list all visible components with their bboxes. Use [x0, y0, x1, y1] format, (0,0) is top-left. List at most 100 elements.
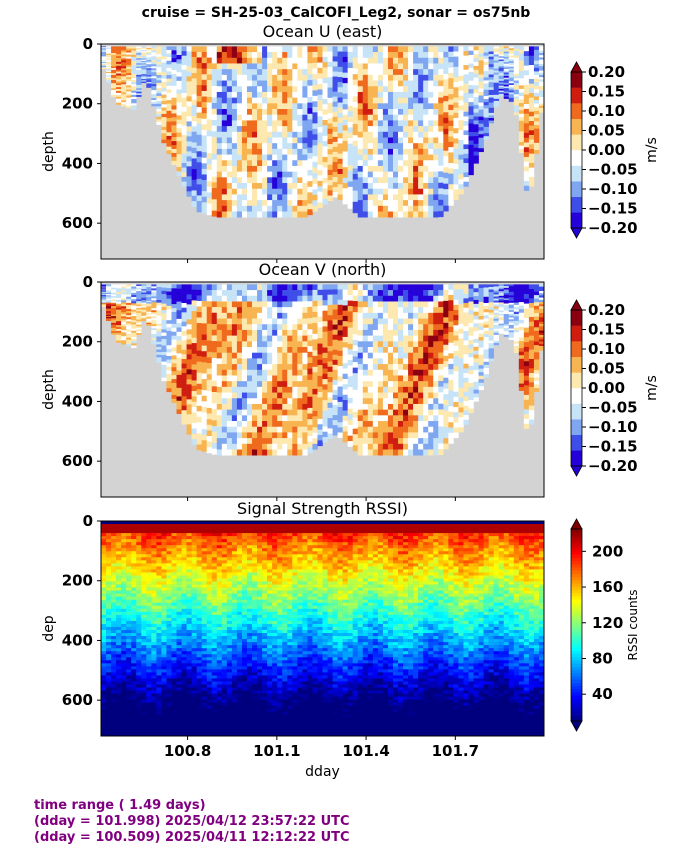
heatmap-cell	[387, 352, 394, 359]
heatmap-cell	[277, 46, 283, 53]
heatmap-cell	[231, 109, 238, 116]
heatmap-cell	[277, 91, 283, 98]
heatmap-cell	[332, 339, 338, 346]
heatmap-cell	[362, 324, 369, 331]
heatmap-cell	[181, 289, 187, 295]
heatmap-cell	[246, 177, 253, 184]
heatmap-cell	[367, 205, 374, 212]
heatmap-cell	[121, 300, 127, 303]
heatmap-cell	[372, 438, 379, 445]
heatmap-cell	[166, 341, 172, 346]
heatmap-cell	[171, 383, 177, 388]
heatmap-cell	[196, 444, 202, 451]
heatmap-cell	[382, 415, 389, 422]
heatmap-cell	[236, 369, 243, 376]
heatmap-cell	[337, 396, 343, 403]
heatmap-cell	[201, 57, 208, 64]
heatmap-cell	[438, 142, 444, 149]
heatmap-cell	[428, 358, 434, 365]
heatmap-cell	[111, 329, 117, 332]
heatmap-cell	[146, 62, 152, 65]
heatmap-cell	[418, 52, 424, 59]
heatmap-cell	[398, 114, 404, 121]
heatmap-cell	[503, 60, 510, 63]
heatmap-cell	[473, 296, 479, 301]
heatmap-cell	[121, 92, 127, 95]
heatmap-cell	[121, 66, 127, 69]
heatmap-cell	[387, 358, 394, 365]
heatmap-cell	[196, 79, 202, 86]
heatmap-cell	[126, 306, 132, 310]
heatmap-cell	[357, 443, 364, 450]
heatmap-cell	[141, 73, 147, 75]
heatmap-cell	[423, 438, 429, 445]
heatmap-cell	[252, 426, 258, 433]
heatmap-cell	[428, 165, 434, 172]
heatmap-cell	[292, 177, 298, 184]
heatmap-cell	[423, 449, 429, 456]
heatmap-cell	[241, 421, 248, 428]
heatmap-cell	[312, 101, 318, 108]
colorbar-tick-label: −0.05	[588, 161, 638, 179]
heatmap-cell	[166, 330, 172, 335]
heatmap-cell	[151, 320, 157, 323]
heatmap-cell	[171, 296, 177, 301]
heatmap-cell	[126, 294, 132, 297]
heatmap-cell	[262, 148, 268, 155]
heatmap-cell	[357, 324, 364, 331]
heatmap-cell	[151, 326, 157, 329]
heatmap-cell	[312, 128, 318, 135]
heatmap-cell	[317, 338, 323, 344]
heatmap-cell	[317, 408, 323, 414]
heatmap-cell	[453, 153, 459, 160]
heatmap-cell	[257, 443, 263, 450]
heatmap-cell	[111, 64, 117, 67]
heatmap-cell	[448, 416, 454, 423]
heatmap-cell	[443, 394, 449, 401]
heatmap-cell	[292, 57, 298, 64]
heatmap-cell	[126, 54, 132, 57]
heatmap-cell	[141, 58, 147, 61]
heatmap-cell	[352, 179, 359, 186]
heatmap-cell	[297, 347, 303, 354]
heatmap-cell	[327, 289, 333, 295]
heatmap-cell	[241, 392, 248, 399]
heatmap-cell	[126, 89, 132, 92]
heatmap-cell	[246, 114, 253, 121]
heatmap-cell	[282, 160, 288, 167]
heatmap-cell	[438, 194, 444, 201]
heatmap-cell	[488, 112, 494, 116]
heatmap-cell	[317, 62, 323, 69]
heatmap-cell	[438, 57, 444, 64]
heatmap-cell	[458, 343, 464, 349]
heatmap-cell	[377, 335, 384, 342]
heatmap-cell	[277, 80, 283, 87]
heatmap-cell	[483, 284, 489, 288]
heatmap-cell	[503, 75, 510, 78]
heatmap-cell	[342, 109, 348, 115]
heatmap-cell	[453, 138, 459, 144]
heatmap-cell	[111, 292, 117, 295]
heatmap-cell	[357, 307, 364, 314]
heatmap-cell	[211, 284, 218, 291]
heatmap-cell	[418, 386, 424, 393]
heatmap-cell	[302, 205, 308, 212]
heatmap-cell	[423, 120, 429, 127]
heatmap-cell	[342, 300, 348, 306]
heatmap-cell	[267, 183, 273, 190]
heatmap-cell	[428, 392, 434, 399]
heatmap-cell	[433, 369, 439, 376]
heatmap-cell	[528, 162, 535, 168]
heatmap-cell	[181, 55, 187, 61]
heatmap-cell	[216, 307, 223, 314]
heatmap-cell	[403, 97, 409, 104]
heatmap-cell	[458, 95, 464, 101]
heatmap-cell	[262, 347, 268, 354]
heatmap-cell	[357, 177, 364, 184]
heatmap-cell	[392, 329, 399, 336]
heatmap-cell	[282, 137, 288, 144]
heatmap-cell	[257, 341, 263, 348]
heatmap-cell	[367, 188, 374, 195]
heatmap-cell	[538, 57, 545, 60]
heatmap-cell	[443, 161, 449, 168]
